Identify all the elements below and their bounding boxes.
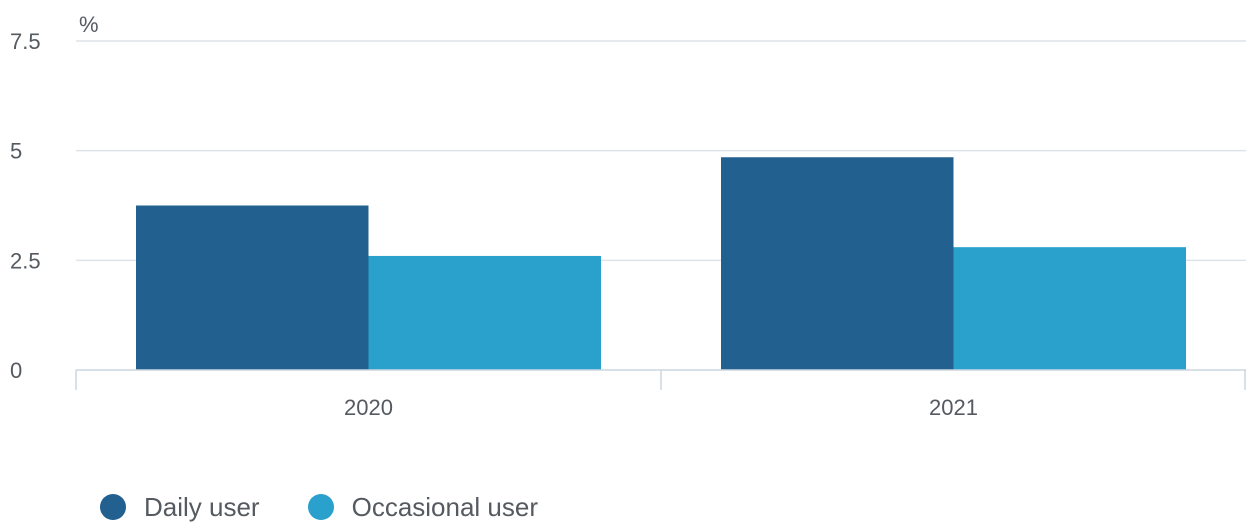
legend-swatch-occasional-user	[307, 494, 334, 520]
bars	[136, 157, 1186, 370]
legend-item-occasional-user[interactable]: Occasional user	[307, 492, 539, 522]
bar-occasional-user-2020[interactable]	[368, 255, 602, 370]
bar-daily-user-2020[interactable]	[136, 205, 369, 371]
axis-labels: 0 2.5 5 7.5% 2020 2021	[10, 12, 978, 420]
x-axis	[75, 369, 1246, 390]
legend-label-daily-user: Daily user	[144, 492, 260, 522]
x-tick-label: 2020	[344, 395, 393, 420]
y-tick-label: 5	[10, 139, 22, 164]
y-unit-label: %	[79, 12, 99, 37]
bar-occasional-user-2021[interactable]	[953, 247, 1187, 370]
y-tick-label: 7.5	[10, 29, 41, 54]
legend: Daily user Occasional user	[100, 494, 538, 520]
y-tick-label: 2.5	[10, 248, 41, 273]
y-tick-label: 0	[10, 358, 22, 383]
legend-item-daily-user[interactable]: Daily user	[100, 494, 260, 520]
legend-label-occasional-user: Occasional user	[351, 492, 539, 522]
legend-swatch-daily-user	[100, 494, 126, 520]
x-tick-label: 2021	[929, 395, 978, 420]
bar-daily-user-2021[interactable]	[721, 157, 954, 370]
